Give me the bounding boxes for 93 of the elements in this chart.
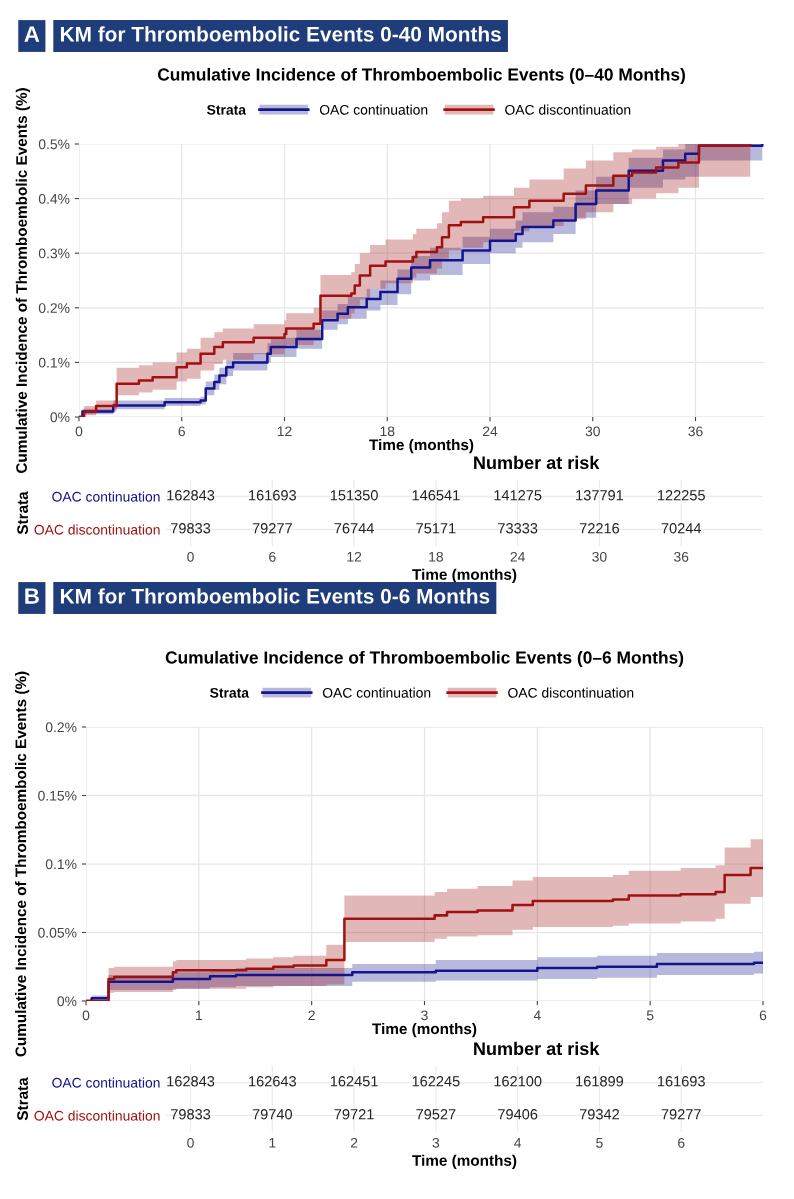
- x-axis-title: Time (months): [372, 1022, 477, 1038]
- data-label: 162643: [249, 1076, 297, 1087]
- data-label: 162451: [330, 1076, 378, 1087]
- data-label: 79342: [579, 1109, 619, 1120]
- chart-subtitle: Cumulative Incidence of Thromboembolic Events (0–40 Months): [157, 67, 685, 85]
- data-label: 162843: [167, 490, 215, 501]
- y-tick-label: 0%: [50, 412, 70, 423]
- x-tick-label: 18: [429, 551, 443, 562]
- legend-label: OAC continuation: [322, 687, 431, 698]
- data-label: 146541: [412, 490, 460, 501]
- x-tick-label: 0: [75, 426, 83, 437]
- x-tick-label: 3: [432, 1137, 440, 1148]
- legend-title: Strata: [207, 104, 247, 115]
- data-label: 79833: [171, 1109, 211, 1120]
- data-label: 122255: [658, 490, 705, 501]
- y-tick-label: OAC continuation: [52, 491, 160, 502]
- y-tick-label: 0.2%: [45, 722, 77, 733]
- data-label: 79406: [498, 1109, 538, 1120]
- data-label: 162100: [494, 1076, 542, 1087]
- x-tick-label: 1: [196, 1010, 203, 1021]
- x-tick-label: 2: [350, 1137, 358, 1148]
- x-axis-title: Time (months): [412, 568, 517, 583]
- data-label: 79277: [252, 523, 292, 534]
- data-label: 141275: [494, 490, 542, 501]
- y-axis-title: Cumulative Incidence of Thromboembolic Events (%): [15, 88, 30, 473]
- x-tick-label: 6: [759, 1010, 767, 1021]
- x-tick-label: 36: [688, 426, 703, 437]
- data-label: 72216: [579, 523, 620, 534]
- chart-title: KM for Thromboembolic Events 0-40 Months: [60, 26, 501, 42]
- y-tick-label: OAC discontinuation: [34, 524, 160, 535]
- x-axis-title: Time (months): [412, 1154, 517, 1169]
- x-tick-label: 4: [533, 1010, 541, 1021]
- data-label: 79277: [661, 1109, 701, 1120]
- x-tick-label: 6: [678, 1137, 685, 1148]
- x-tick-label: 5: [596, 1138, 603, 1148]
- x-tick-label: 3: [421, 1010, 428, 1021]
- y-tick-label: 0.05%: [38, 927, 77, 938]
- chart-title: Number at risk: [474, 1041, 600, 1056]
- y-axis-title: Strata: [17, 1077, 29, 1121]
- x-tick-label: 0: [187, 1137, 194, 1148]
- data-label: 161693: [249, 490, 297, 501]
- x-tick-label: 5: [646, 1010, 654, 1021]
- y-tick-label: 0.5%: [38, 139, 70, 150]
- y-tick-label: 0.1%: [38, 357, 70, 368]
- x-tick-label: 36: [674, 551, 689, 562]
- legend-label: OAC discontinuation: [505, 104, 631, 115]
- data-label: 70244: [661, 523, 702, 534]
- x-tick-label: 4: [514, 1138, 522, 1148]
- data-label: 76744: [334, 523, 374, 534]
- data-label: 162245: [412, 1076, 460, 1087]
- data-label: 73333: [498, 523, 538, 534]
- data-label: 151350: [330, 490, 378, 501]
- legend-title: Strata: [210, 687, 250, 698]
- x-tick-label: 1: [269, 1138, 276, 1148]
- y-tick-label: 0.15%: [38, 790, 77, 801]
- data-label: 79721: [334, 1109, 374, 1120]
- legend-label: OAC discontinuation: [508, 687, 634, 698]
- chart-subtitle: Cumulative Incidence of Thromboembolic Events (0–6 Months): [165, 650, 684, 668]
- x-tick-label: 30: [585, 426, 600, 437]
- x-tick-label: 30: [592, 551, 607, 562]
- data-label: 79527: [416, 1109, 456, 1120]
- y-tick-label: 0.3%: [38, 248, 70, 259]
- x-tick-label: 6: [178, 426, 185, 437]
- x-tick-label: 12: [277, 426, 292, 437]
- chart-title: Number at risk: [474, 455, 600, 470]
- x-tick-label: 24: [510, 551, 525, 562]
- x-tick-label: 0: [187, 551, 194, 562]
- x-tick-label: 0: [82, 1010, 90, 1021]
- y-tick-label: 0%: [57, 996, 77, 1007]
- text: B: [25, 588, 39, 604]
- data-label: 162843: [167, 1076, 215, 1087]
- y-tick-label: 0.1%: [45, 859, 77, 870]
- y-tick-label: 0.4%: [38, 193, 70, 204]
- data-label: 79833: [171, 523, 211, 534]
- chart-title: KM for Thromboembolic Events 0-6 Months: [60, 588, 490, 604]
- x-tick-label: 6: [269, 551, 276, 562]
- x-axis-title: Time (months): [369, 438, 474, 454]
- data-label: 75171: [416, 523, 456, 534]
- x-tick-label: 24: [482, 426, 498, 437]
- x-tick-label: 18: [380, 426, 395, 437]
- data-label: 79740: [252, 1109, 293, 1120]
- y-tick-label: OAC discontinuation: [34, 1110, 160, 1121]
- y-axis-title: Strata: [17, 491, 29, 535]
- y-tick-label: OAC continuation: [52, 1077, 160, 1088]
- y-axis-title: Cumulative Incidence of Thromboembolic Events (%): [15, 671, 30, 1057]
- data-label: 161899: [576, 1076, 624, 1087]
- x-tick-label: 12: [347, 551, 362, 562]
- data-label: 137791: [576, 490, 624, 501]
- data-label: 161693: [658, 1076, 705, 1087]
- x-tick-label: 2: [308, 1010, 315, 1021]
- y-tick-label: 0.2%: [38, 303, 70, 313]
- text: A: [24, 26, 40, 42]
- legend-label: OAC continuation: [319, 104, 428, 115]
